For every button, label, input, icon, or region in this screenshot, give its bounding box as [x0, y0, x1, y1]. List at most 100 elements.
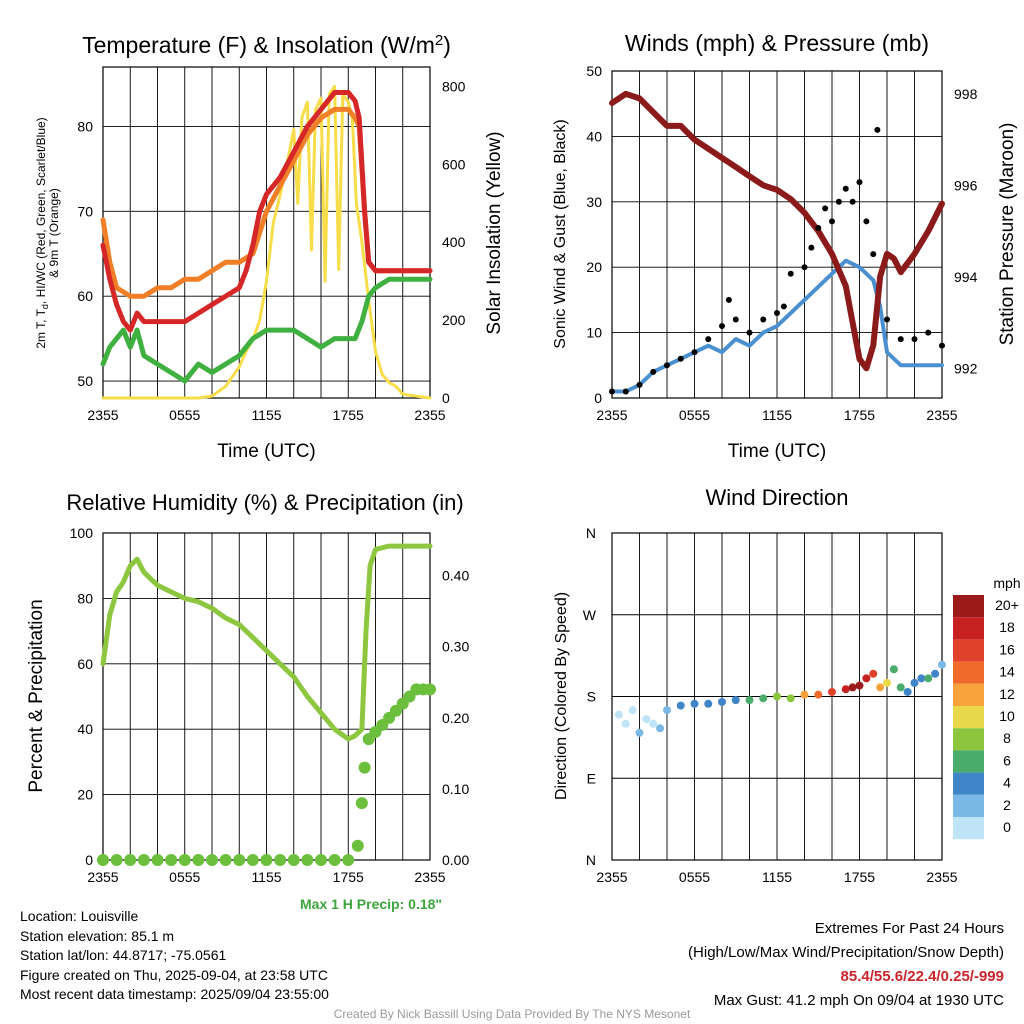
x-tick-label: 1755 — [333, 869, 364, 885]
colorbar-swatch — [953, 595, 984, 618]
colorbar-label: 10 — [999, 708, 1015, 724]
data-point — [732, 316, 739, 323]
data-point — [137, 854, 150, 866]
location-line: Location: Louisville — [20, 908, 139, 924]
data-point — [835, 198, 842, 205]
y-tick-label: 0 — [594, 390, 602, 406]
direction-tick-label: N — [586, 852, 596, 868]
data-point — [939, 342, 945, 349]
direction-point — [938, 660, 946, 669]
extremes-values: 85.4/55.6/22.4/0.25/-999 — [840, 968, 1004, 985]
series-line — [100, 276, 433, 384]
data-point — [622, 388, 629, 395]
elevation-line: Station elevation: 85.1 m — [20, 927, 175, 944]
data-point — [746, 329, 753, 336]
x-tick-label: 2355 — [87, 407, 118, 423]
y2-tick-label: 800 — [442, 78, 466, 94]
direction-point — [889, 665, 898, 674]
panel-winds: 2355 0555 1155 1755 235501020304050992994996… — [552, 30, 1018, 462]
data-point — [609, 388, 615, 395]
data-point — [911, 336, 918, 343]
data-point — [233, 854, 246, 866]
data-point — [849, 198, 856, 205]
direction-point — [896, 683, 905, 692]
x-tick-label: 0555 — [679, 869, 710, 885]
colorbar-label: 18 — [999, 619, 1015, 635]
y-tick-label: 20 — [586, 259, 602, 275]
direction-point — [773, 692, 781, 701]
y2-tick-label: 996 — [954, 177, 978, 193]
data-point — [677, 355, 684, 362]
x-tick-label: 1155 — [251, 869, 281, 885]
data-point — [650, 368, 657, 375]
series-line — [609, 90, 945, 372]
ylabel-line: 2m T, Td, HI/WC (Red, Green, Scarlet/Blu… — [34, 117, 50, 348]
direction-point — [676, 701, 685, 710]
direction-point — [924, 674, 933, 683]
direction-point — [855, 681, 864, 690]
data-point — [124, 854, 137, 866]
y-tick-label: 80 — [77, 590, 93, 606]
data-point — [636, 381, 643, 388]
direction-point — [718, 697, 726, 706]
data-point — [274, 854, 287, 866]
data-point — [97, 854, 109, 866]
y-tick-label: 100 — [70, 525, 94, 541]
title-superscript: 2 — [435, 32, 443, 49]
series-line — [610, 258, 944, 394]
x-tick-label: 1155 — [251, 407, 281, 423]
direction-point — [910, 678, 919, 687]
latlon-line: Station lat/lon: 44.8717; -75.0561 — [20, 947, 227, 963]
colorbar-label: 4 — [1003, 775, 1011, 791]
colorbar-swatch — [953, 728, 984, 751]
y-tick-label: 50 — [77, 373, 93, 389]
chart-title: Wind Direction — [705, 485, 848, 510]
x-tick-label: 1755 — [844, 407, 875, 423]
direction-point — [690, 699, 699, 708]
ylabel-rest: , HI/WC (Red, Green, Scarlet/Blue) — [34, 117, 48, 304]
y2-tick-label: 998 — [954, 86, 978, 102]
y-tick-label: 40 — [77, 721, 93, 737]
credit-line: Created By Nick Bassill Using Data Provi… — [333, 1007, 691, 1021]
data-point — [151, 854, 164, 866]
direction-point — [903, 687, 912, 696]
colorbar-swatch — [953, 772, 984, 795]
chart-title: Relative Humidity (%) & Precipitation (i… — [66, 490, 463, 515]
data-point — [424, 683, 436, 696]
direction-point — [704, 699, 713, 708]
extremes-title: Extremes For Past 24 Hours — [814, 920, 1004, 937]
y-tick-label: 60 — [77, 656, 93, 672]
data-point — [355, 797, 368, 810]
y2-tick-label: 992 — [954, 360, 978, 376]
colorbar-label: 2 — [1003, 797, 1011, 813]
y2-tick-label: 994 — [954, 269, 978, 285]
y-tick-label: 80 — [77, 118, 93, 134]
x-tick-label: 2355 — [596, 407, 627, 423]
created-line: Figure created on Thu, 2025-09-04, at 23… — [20, 966, 328, 983]
colorbar-label: 0 — [1003, 819, 1011, 835]
data-point — [192, 854, 205, 866]
y2-axis-label: Station Pressure (Maroon) — [997, 123, 1018, 346]
colorbar-label: 12 — [999, 686, 1015, 702]
direction-point — [649, 719, 658, 728]
direction-point — [931, 669, 940, 678]
chart-title: Winds (mph) & Pressure (mb) — [625, 30, 929, 56]
data-point — [351, 839, 364, 852]
x-tick-label: 2355 — [596, 869, 627, 885]
x-tick-label: 1155 — [762, 869, 792, 885]
y2-tick-label: 0.00 — [442, 852, 469, 868]
colorbar-swatch — [953, 639, 984, 662]
data-point — [884, 316, 890, 323]
y-axis-label: Percent & Precipitation — [26, 599, 47, 792]
data-point — [719, 323, 725, 330]
x-axis-label: Time (UTC) — [728, 441, 827, 462]
data-point — [801, 264, 808, 271]
y2-tick-label: 0.20 — [442, 710, 469, 726]
x-tick-label: 2355 — [926, 869, 957, 885]
data-point — [342, 854, 355, 866]
colorbar-label: 16 — [999, 641, 1015, 657]
y2-tick-label: 0 — [442, 390, 450, 406]
data-point — [110, 854, 123, 866]
